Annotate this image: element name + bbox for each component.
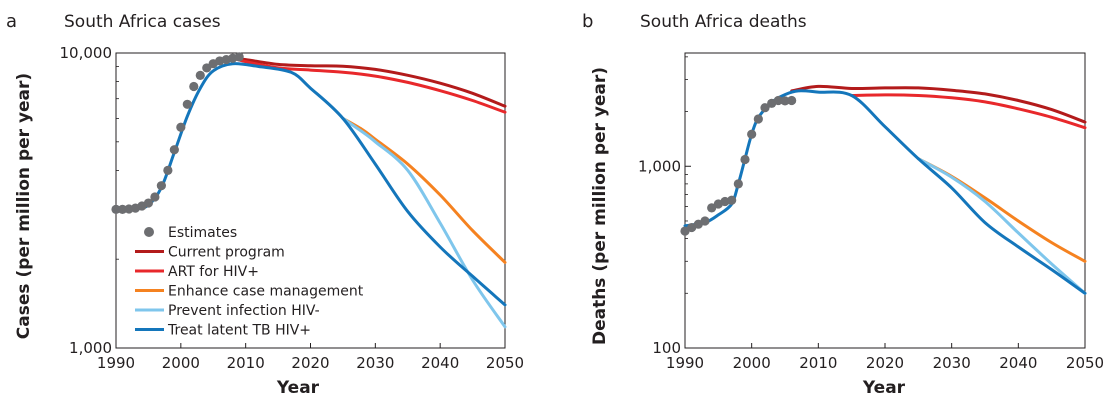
estimate-point (169, 145, 179, 155)
series-line-case-mgmt (916, 157, 1087, 263)
estimate-point (189, 81, 199, 92)
y-tick-label: 1,000 (69, 339, 112, 357)
x-tick-label: 2050 (1066, 354, 1104, 372)
estimate-point (787, 95, 797, 106)
x-tick-label: 2010 (799, 354, 837, 372)
series-line-case-mgmt (341, 116, 507, 264)
legend-marker-estimates (144, 227, 154, 237)
x-tick-label: 2050 (486, 354, 524, 372)
legend-label-art: ART for HIV+ (168, 264, 259, 280)
x-tick-label: 2000 (733, 354, 771, 372)
x-tick-label: 2000 (162, 354, 200, 372)
estimate-point (727, 195, 737, 205)
legend-label-prevent: Prevent infection HIV- (168, 303, 320, 319)
legend: Estimates Current program ART for HIV+ Enha… (135, 225, 364, 339)
estimate-point (234, 52, 244, 62)
estimate-point (780, 96, 790, 106)
estimate-point (195, 70, 205, 80)
estimate-point (163, 165, 173, 175)
panel-b-title: South Africa deaths (640, 12, 807, 32)
series-line-prevent (916, 157, 1087, 295)
panel-a-title: South Africa cases (64, 12, 221, 32)
panel-b-ylabel: Deaths (per million per year) (590, 67, 610, 345)
legend-label-latent: Treat latent TB HIV+ (167, 323, 311, 339)
x-tick-label: 2020 (866, 354, 904, 372)
estimate-point (760, 103, 770, 113)
series-line-art (850, 93, 1087, 130)
panel-a-ylabel: Cases (per million per year) (14, 73, 34, 339)
estimate-point (176, 122, 186, 132)
estimate-point (182, 99, 192, 109)
x-tick-label: 2010 (227, 354, 265, 372)
y-tick-label: 1,000 (638, 157, 681, 175)
x-tick-label: 2030 (356, 354, 394, 372)
estimate-point (753, 114, 763, 124)
x-tick-label: 2020 (291, 354, 329, 372)
y-tick-label: 10,000 (60, 44, 113, 62)
series-line-prevent (341, 116, 507, 329)
series-line-latent (683, 89, 1087, 295)
panel-b-letter: b (582, 11, 593, 32)
x-tick-label: 2040 (999, 354, 1037, 372)
plot-frame (684, 52, 1086, 349)
estimate-point (740, 154, 750, 165)
plot-panel-a: 1990 2000 2010 2020 2030 2040 2050 1,000 10,000 (60, 44, 525, 372)
panel-b-xlabel: Year (862, 378, 906, 398)
estimate-point (707, 203, 717, 213)
estimate-point (202, 63, 212, 73)
x-tick-label: 2040 (421, 354, 459, 372)
estimate-point (700, 216, 710, 226)
y-tick-label: 100 (652, 339, 681, 357)
x-tick-label: 1990 (97, 354, 135, 372)
series-line-art (231, 56, 507, 114)
estimate-point (733, 179, 743, 189)
plot-panel-b: 1990 2000 2010 2020 2030 2040 2050 100 1,000 (638, 52, 1104, 372)
series-line-current (231, 56, 507, 108)
legend-label-case-mgmt: Enhance case management (168, 284, 364, 300)
estimate-point (747, 129, 757, 139)
legend-label-estimates: Estimates (168, 225, 237, 241)
estimate-point (111, 204, 121, 215)
estimate-point (156, 181, 166, 191)
series-line-current (790, 84, 1087, 124)
estimate-point (150, 192, 160, 202)
panel-a-letter: a (6, 11, 17, 32)
estimate-point (143, 198, 154, 208)
panel-a-xlabel: Year (276, 378, 320, 398)
estimate-point (773, 95, 783, 106)
x-tick-label: 1990 (666, 354, 704, 372)
legend-label-current: Current program (168, 245, 285, 261)
x-tick-label: 2030 (933, 354, 971, 372)
